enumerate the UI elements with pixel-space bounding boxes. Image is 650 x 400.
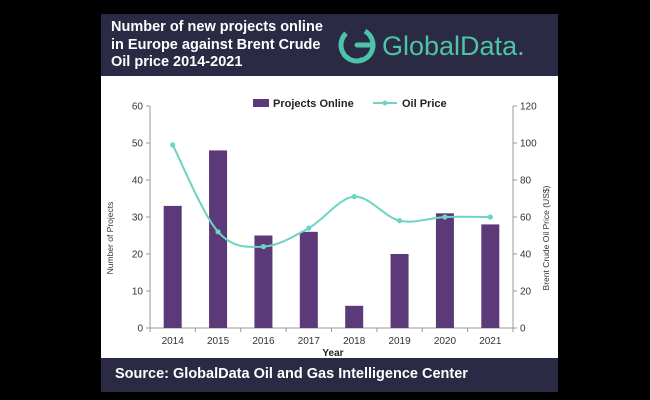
chart-title: Number of new projects online in Europe … (111, 19, 351, 72)
y2-tick-label: 120 (520, 102, 537, 113)
bar-2015 (209, 150, 228, 328)
chart-axes: 0 10 20 30 40 50 60 0 20 40 60 80 100 120 2014 2015 2016… (132, 102, 537, 348)
legend-marker-oil-price (382, 100, 388, 106)
chart-legend: Projects Online Oil Price (253, 98, 447, 110)
title-line-2: in Europe against Brent Crude (111, 36, 321, 53)
bar-2020 (435, 213, 454, 328)
y-tick-label: 20 (132, 250, 144, 261)
source-text: Source: GlobalData Oil and Gas Intellige… (115, 366, 468, 382)
x-tick-label: 2021 (479, 336, 502, 347)
x-axis-label: Year (322, 348, 343, 358)
x-tick-label: 2018 (343, 336, 366, 347)
legend-label-oil-price: Oil Price (402, 98, 447, 110)
bar-series (163, 150, 500, 328)
y2-tick-label: 80 (520, 176, 532, 187)
y-tick-label: 40 (132, 176, 144, 187)
oil-price-point-2014 (170, 142, 176, 148)
y-tick-label: 50 (132, 139, 144, 150)
bar-2021 (481, 224, 500, 328)
oil-price-point-2020 (442, 214, 448, 220)
globaldata-logo: GlobalData. (338, 26, 525, 64)
oil-price-point-2018 (351, 194, 357, 200)
y2-tick-label: 0 (520, 324, 526, 335)
title-line-1: Number of new projects online (111, 19, 323, 35)
globaldata-logo-icon (338, 26, 376, 64)
y2-axis-label: Brent Crude Oil Price (US$) (541, 185, 551, 290)
y2-tick-label: 100 (520, 139, 537, 150)
oil-price-point-2021 (487, 214, 493, 220)
legend-swatch-projects (253, 99, 269, 107)
y2-tick-label: 20 (520, 287, 532, 298)
legend-label-projects: Projects Online (273, 98, 354, 110)
chart-card: Number of new projects online in Europe … (101, 14, 558, 392)
oil-price-point-2016 (260, 244, 267, 250)
x-tick-label: 2020 (434, 336, 457, 347)
x-tick-label: 2014 (162, 336, 185, 347)
bar-2019 (390, 254, 409, 328)
y-axis-label: Number of Projects (105, 202, 115, 275)
y-tick-label: 60 (132, 102, 144, 113)
line-series (170, 142, 493, 250)
oil-price-point-2015 (215, 229, 221, 235)
y-tick-label: 30 (132, 213, 144, 224)
bar-2016 (254, 235, 273, 328)
x-tick-label: 2017 (298, 336, 321, 347)
x-tick-label: 2016 (252, 336, 275, 347)
globaldata-logo-text: GlobalData. (382, 31, 525, 61)
bar-2017 (299, 231, 318, 328)
y2-tick-label: 40 (520, 250, 532, 261)
bar-2018 (345, 305, 364, 328)
oil-price-point-2019 (396, 218, 403, 224)
title-line-3: Oil price 2014-2021 (111, 54, 243, 70)
y2-tick-label: 60 (520, 213, 532, 224)
oil-price-point-2017 (306, 225, 312, 231)
bar-2014 (163, 205, 182, 328)
x-tick-label: 2019 (388, 336, 411, 347)
y-tick-label: 10 (132, 287, 144, 298)
y-tick-label: 0 (137, 324, 143, 335)
chart-plot: 0 10 20 30 40 50 60 0 20 40 60 80 100 120 2014 2015 2016… (105, 98, 551, 358)
x-tick-label: 2015 (207, 336, 230, 347)
chart-footer: Source: GlobalData Oil and Gas Intellige… (101, 358, 558, 392)
chart-header: Number of new projects online in Europe … (101, 14, 558, 76)
